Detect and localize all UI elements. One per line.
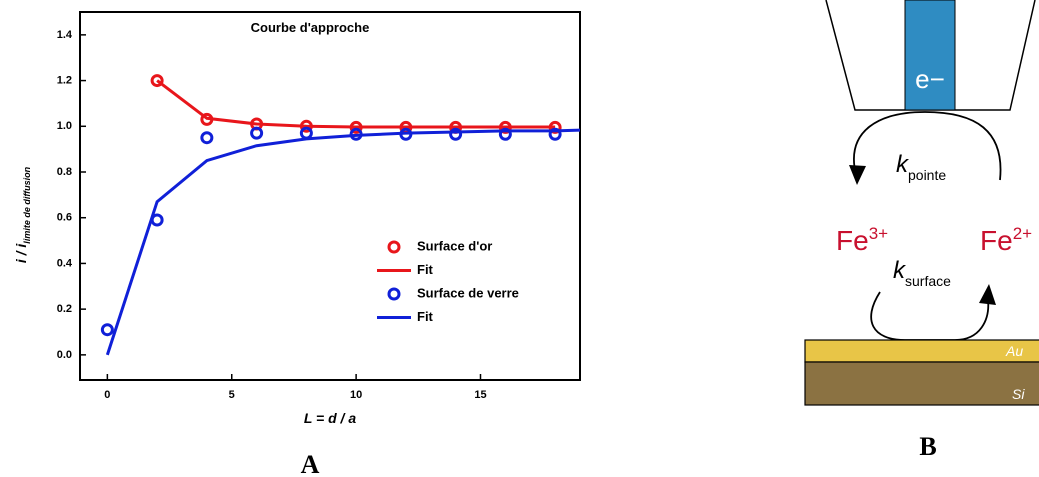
marker <box>150 74 164 88</box>
marker <box>200 131 214 145</box>
y-axis-label: i / ilimite de diffusion <box>13 166 32 263</box>
y-tick-label: 0.2 <box>57 303 72 315</box>
y-tick-label: 0.4 <box>57 257 73 269</box>
y-tick-label: 0.6 <box>57 212 72 224</box>
fe-base: Fe <box>836 225 869 256</box>
legend-label: Surface de verre <box>417 285 519 300</box>
fe-sup: 2+ <box>1013 224 1032 243</box>
electron-label: e− <box>915 64 945 94</box>
x-tick-label: 5 <box>229 389 235 401</box>
fe-base: Fe <box>980 225 1013 256</box>
x-tick-label: 10 <box>350 389 362 401</box>
plot-frame <box>79 11 581 381</box>
arrow-head <box>979 284 996 305</box>
marker <box>250 126 264 140</box>
fit-line <box>156 79 556 129</box>
legend-label: Fit <box>417 309 434 324</box>
x-axis-label: L = d / a <box>304 410 356 426</box>
y-tick-label: 0.8 <box>57 166 72 178</box>
arrow-head <box>849 165 866 185</box>
k-symbol: k <box>893 257 907 284</box>
y-tick-label: 1.2 <box>57 74 72 86</box>
fe-sup: 3+ <box>869 224 888 243</box>
tip-arc <box>853 111 1002 181</box>
k-surface: ksurface <box>893 257 951 289</box>
panel-label: A <box>301 450 320 477</box>
legend-marker <box>387 240 401 254</box>
fe-right: Fe2+ <box>980 224 1032 256</box>
legend-label: Surface d'or <box>417 238 492 253</box>
y-tick-label: 1.4 <box>57 29 73 41</box>
gold-layer <box>804 339 1039 363</box>
x-tick-label: 15 <box>474 389 486 401</box>
k-symbol: k <box>896 151 910 178</box>
x-tick-label: 0 <box>104 389 110 401</box>
marker <box>449 127 463 141</box>
panel-label: B <box>919 432 936 461</box>
marker <box>548 127 562 141</box>
silicon-layer <box>804 361 1039 406</box>
si-label: Si <box>1012 386 1025 402</box>
marker <box>498 127 512 141</box>
legend-marker <box>387 287 401 301</box>
legend-label: Fit <box>417 262 434 277</box>
fit-line <box>105 128 581 356</box>
k-tip: kpointe <box>896 151 946 183</box>
fe-left: Fe3+ <box>836 224 888 256</box>
au-label: Au <box>1005 343 1023 359</box>
chart-title: Courbe d'approche <box>251 20 370 35</box>
marker <box>299 126 313 140</box>
electrode-wire <box>904 0 956 111</box>
y-label-sub: limite de diffusion <box>22 166 32 243</box>
k-sub: pointe <box>908 167 946 183</box>
marker <box>100 323 114 337</box>
surface-arc <box>870 291 990 341</box>
k-sub: surface <box>905 273 951 289</box>
y-tick-label: 1.0 <box>57 120 72 132</box>
y-tick-label: 0.0 <box>57 349 72 361</box>
y-label-main: i / i <box>13 243 29 264</box>
